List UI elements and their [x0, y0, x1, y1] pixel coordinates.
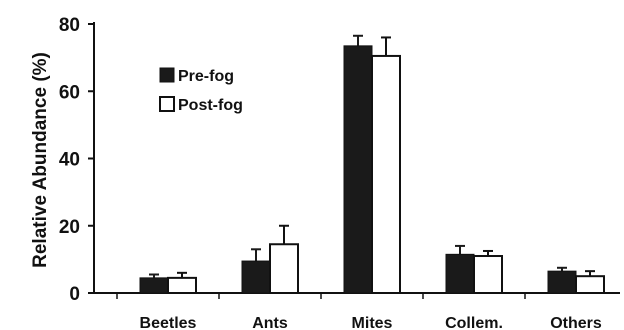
bar-pre-fog	[547, 270, 577, 294]
legend-label: Post-fog	[178, 97, 243, 114]
bars: Beetles Ants Mites Collem. Others	[139, 34, 605, 330]
bar-post-fog	[269, 243, 299, 294]
bar-post-fog	[167, 276, 197, 294]
bar-pre-fog	[241, 260, 271, 294]
y-axis-title: Relative Abundance (%)	[30, 52, 51, 268]
y-tick-label: 40	[59, 150, 80, 171]
bar-post-fog	[473, 255, 503, 295]
y-tick-label: 60	[59, 82, 80, 103]
legend: Pre-fog Post-fog	[159, 67, 243, 114]
y-tick-label: 80	[59, 15, 80, 36]
x-tick-label: Mites	[352, 315, 393, 330]
legend-swatch	[159, 96, 175, 112]
x-tick-label: Others	[550, 315, 602, 330]
y-tick-label: 20	[59, 217, 80, 238]
x-tick-label: Beetles	[140, 315, 197, 330]
legend-label: Pre-fog	[178, 68, 234, 85]
x-tick-label: Collem.	[445, 315, 503, 330]
x-tick-label: Ants	[252, 315, 288, 330]
bar-pre-fog	[445, 253, 475, 294]
y-tick-label: 0	[69, 284, 80, 305]
bar-post-fog	[575, 275, 605, 294]
bar-pre-fog	[139, 277, 169, 294]
legend-swatch	[159, 67, 175, 83]
bar-post-fog	[371, 54, 401, 294]
axes: 0 20 40 60 80	[59, 15, 620, 305]
bar-pre-fog	[343, 45, 373, 294]
